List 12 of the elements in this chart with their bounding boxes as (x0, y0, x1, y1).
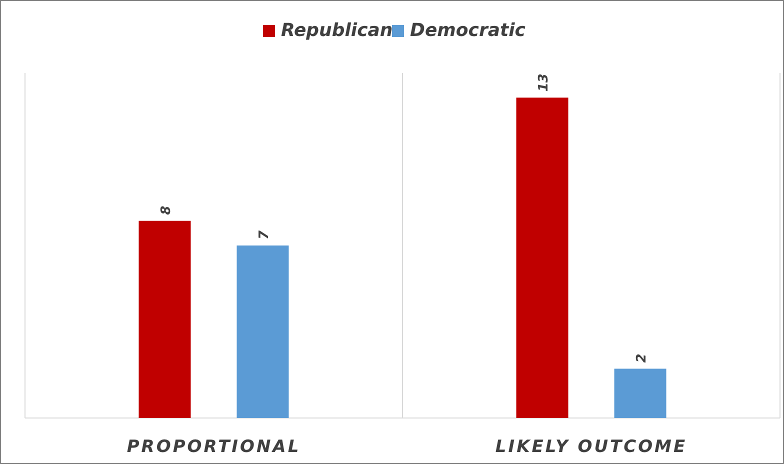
data-label: 2 (634, 354, 650, 363)
legend-label: Democratic (410, 20, 526, 41)
bar (614, 368, 666, 418)
bar (236, 246, 289, 418)
legend-label: Republican (281, 20, 393, 41)
data-label: 7 (256, 230, 272, 240)
data-label: 8 (158, 206, 174, 215)
x-tick-label: LIKELY OUTCOME (495, 437, 688, 457)
bar (138, 220, 191, 418)
bar (516, 98, 568, 418)
x-tick-label: PROPORTIONAL (126, 437, 301, 457)
data-label: 13 (536, 74, 552, 92)
